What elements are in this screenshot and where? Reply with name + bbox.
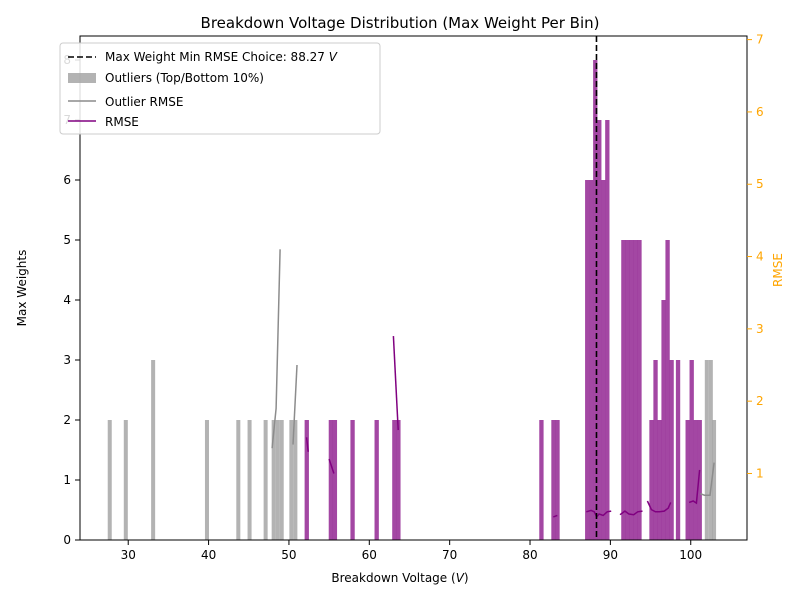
legend-label-rmse: RMSE: [105, 115, 139, 129]
legend-label-outlier-rmse: Outlier RMSE: [105, 95, 183, 109]
weight-bar: [657, 420, 662, 540]
weight-bar: [332, 420, 338, 540]
legend-swatch-outliers: [68, 73, 96, 83]
y2-tick-label: 6: [756, 105, 764, 119]
x-tick-label: 60: [362, 548, 377, 562]
outlier-bar: [704, 360, 709, 540]
y2-tick-label: 4: [756, 250, 764, 264]
x-tick-label: 80: [522, 548, 537, 562]
x-tick-label: 40: [201, 548, 216, 562]
rmse-line: [328, 458, 335, 474]
weight-bar: [633, 240, 638, 540]
y-tick-label: 6: [63, 173, 71, 187]
weight-bar: [621, 240, 626, 540]
weight-bar: [689, 360, 694, 540]
weight-bar: [304, 420, 309, 540]
weight-bar: [653, 360, 658, 540]
y2-tick-label: 3: [756, 322, 764, 336]
legend-box: [59, 42, 381, 135]
outlier-bar: [275, 420, 280, 540]
rmse-line: [646, 500, 672, 513]
weight-bar: [539, 420, 544, 540]
x-tick-label: 70: [442, 548, 457, 562]
outlier-bar: [236, 420, 241, 540]
weight-bar: [392, 420, 397, 540]
x-axis: 30 40 50 60 70 80 90 100: [121, 540, 702, 562]
rmse-line: [553, 514, 558, 518]
outlier-bar: [293, 420, 298, 540]
weight-bar: [629, 240, 634, 540]
weight-bar: [555, 420, 560, 540]
outlier-bar: [107, 420, 112, 540]
x-tick-label: 50: [281, 548, 296, 562]
y2-axis: 1 2 3 4 5 6 7: [747, 33, 764, 480]
outlier-bar: [247, 420, 252, 540]
y2-tick-label: 1: [756, 466, 764, 480]
x-tick-label: 30: [121, 548, 136, 562]
weight-bar: [665, 240, 670, 540]
chart-title: Breakdown Voltage Distribution (Max Weig…: [201, 14, 600, 32]
weight-bar: [585, 180, 590, 540]
rmse-line: [619, 510, 643, 516]
y-tick-label: 4: [63, 293, 71, 307]
y-tick-label: 1: [63, 473, 71, 487]
y-tick-label: 2: [63, 413, 71, 427]
outlier-bar: [263, 420, 268, 540]
weight-bar: [551, 420, 556, 540]
legend-label-outliers: Outliers (Top/Bottom 10%): [105, 71, 264, 85]
x-tick-label: 100: [679, 548, 702, 562]
y2-tick-label: 5: [756, 177, 764, 191]
outlier-bar: [151, 360, 156, 540]
outlier-bar: [123, 420, 128, 540]
weight-bar: [697, 420, 702, 540]
weight-bar: [693, 420, 698, 540]
y2-axis-label: RMSE: [771, 253, 785, 287]
outlier-bar: [204, 420, 209, 540]
rmse-lines: [305, 336, 701, 519]
weight-bar: [649, 420, 654, 540]
weight-bar: [669, 360, 674, 540]
x-axis-label: Breakdown Voltage (V): [331, 571, 468, 585]
outlier-rmse-line: [292, 364, 298, 445]
weight-bar: [685, 420, 690, 540]
y-axis-label: Max Weights: [15, 250, 29, 327]
y2-tick-label: 7: [756, 33, 764, 47]
legend: Max Weight Min RMSE Choice: 88.27 V Outl…: [59, 42, 381, 135]
rmse-line: [586, 509, 612, 519]
weight-bars: [304, 60, 702, 540]
y-tick-label: 3: [63, 353, 71, 367]
weight-bar: [396, 420, 401, 540]
outlier-rmse-line: [700, 462, 715, 496]
outlier-bar: [708, 360, 713, 540]
rmse-line: [392, 336, 399, 431]
outlier-rmse-lines: [271, 249, 715, 496]
y-tick-label: 5: [63, 233, 71, 247]
weight-bar: [637, 240, 642, 540]
outlier-bar: [289, 420, 294, 540]
outlier-bars: [107, 360, 717, 540]
weight-bar: [597, 120, 602, 540]
weight-bar: [605, 120, 610, 540]
weight-bar: [661, 300, 666, 540]
weight-bar: [589, 180, 594, 540]
weight-bar: [328, 420, 334, 540]
rmse-line: [305, 437, 309, 452]
weight-bar: [625, 240, 630, 540]
outlier-bar: [271, 420, 276, 540]
outlier-bar: [279, 420, 284, 540]
outlier-rmse-line: [271, 249, 281, 449]
weight-bar: [374, 420, 379, 540]
rmse-line: [688, 469, 701, 505]
outlier-bar: [712, 420, 717, 540]
legend-label-vline: Max Weight Min RMSE Choice: 88.27 V: [105, 50, 338, 64]
weight-bar: [675, 360, 681, 540]
weight-bar: [601, 180, 606, 540]
y-tick-label: 0: [63, 533, 71, 547]
weight-bar: [593, 60, 598, 540]
y2-tick-label: 2: [756, 394, 764, 408]
weight-bar: [350, 420, 355, 540]
x-tick-label: 90: [603, 548, 618, 562]
plot-frame: [79, 35, 748, 541]
